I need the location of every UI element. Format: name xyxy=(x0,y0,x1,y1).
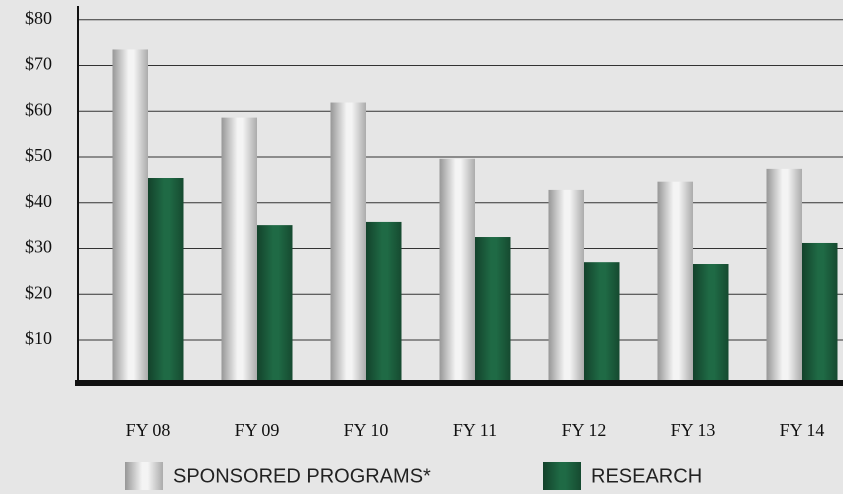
legend-swatch xyxy=(543,462,581,490)
legend-label: RESEARCH xyxy=(591,465,702,487)
y-tick-label: $40 xyxy=(25,191,52,211)
bar xyxy=(584,262,620,386)
y-tick-label: $10 xyxy=(25,328,52,348)
bar xyxy=(112,49,148,386)
bar xyxy=(148,178,184,386)
bar xyxy=(439,158,475,386)
x-tick-label: FY 11 xyxy=(453,420,497,440)
x-tick-label: FY 14 xyxy=(780,420,825,440)
y-tick-label: $70 xyxy=(25,54,52,74)
legend-label: SPONSORED PROGRAMS* xyxy=(173,465,431,487)
legend-swatch xyxy=(125,462,163,490)
x-tick-label: FY 10 xyxy=(344,420,389,440)
bar xyxy=(693,264,729,386)
x-tick-label: FY 09 xyxy=(235,420,280,440)
bar xyxy=(766,168,802,386)
bar xyxy=(330,102,366,386)
bar xyxy=(548,189,584,386)
bar xyxy=(475,237,511,386)
x-tick-label: FY 13 xyxy=(671,420,716,440)
y-tick-label: $20 xyxy=(25,282,52,302)
bar xyxy=(802,242,838,386)
bar xyxy=(366,221,402,386)
bar xyxy=(257,225,293,386)
baseline xyxy=(75,380,843,386)
x-tick-label: FY 08 xyxy=(126,420,171,440)
x-tick-label: FY 12 xyxy=(562,420,607,440)
y-tick-label: $30 xyxy=(25,237,52,257)
bar xyxy=(221,117,257,386)
y-tick-label: $50 xyxy=(25,145,52,165)
bar xyxy=(657,181,693,386)
y-tick-label: $60 xyxy=(25,99,52,119)
y-tick-label: $80 xyxy=(25,8,52,28)
